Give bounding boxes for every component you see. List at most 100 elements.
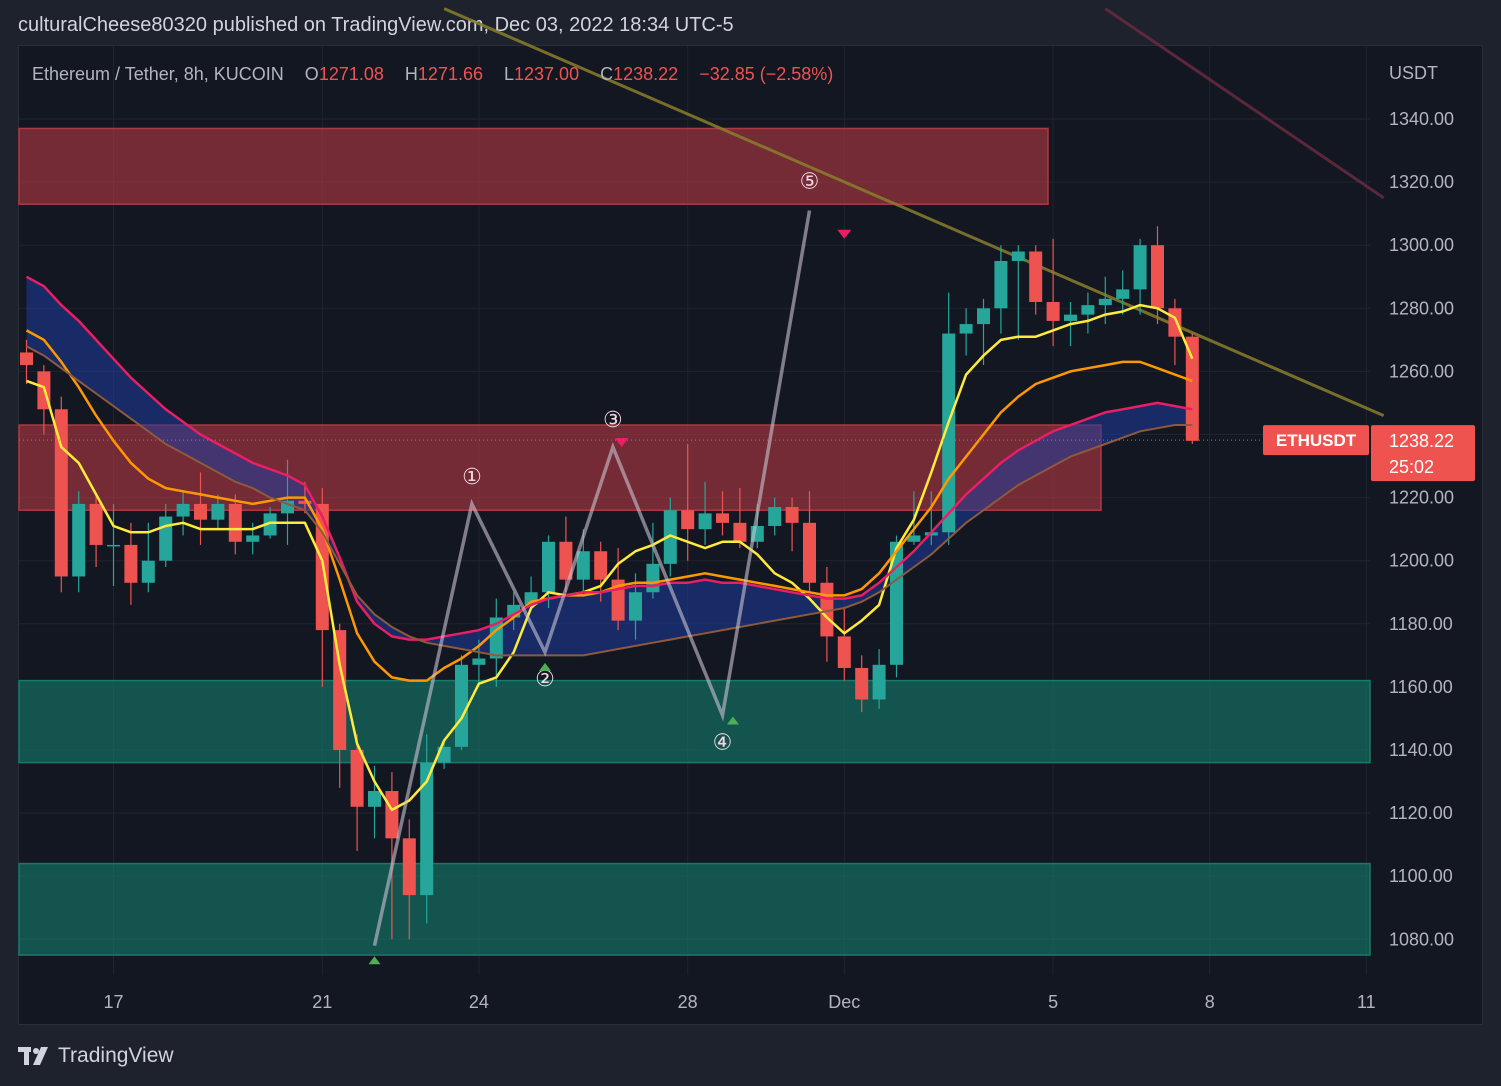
close-label: C: [600, 64, 614, 84]
buy-signal: [368, 956, 381, 965]
candle: [54, 396, 68, 593]
candle-body: [681, 510, 695, 530]
time-tick-label: Dec: [828, 992, 860, 1012]
candle-body: [281, 500, 294, 514]
candle-body: [855, 667, 869, 700]
candle-body: [141, 560, 155, 583]
candle: [1116, 270, 1130, 315]
sell-signal: [837, 229, 852, 239]
footer-bar: [0, 1025, 1501, 1086]
price-tick-label: 1280.00: [1389, 298, 1454, 318]
candle: [698, 481, 712, 545]
candle-body: [907, 535, 921, 542]
candle-body: [89, 503, 103, 545]
candle: [1081, 292, 1095, 334]
price-tick-label: 1160.00: [1389, 677, 1453, 697]
wave-label: ④: [713, 730, 733, 755]
resistance-zone: [18, 127, 1049, 205]
candle-body: [72, 503, 86, 577]
candle-body: [159, 516, 173, 561]
candle-body: [211, 503, 225, 520]
buy-signal: [539, 662, 552, 671]
candle-body: [1185, 336, 1199, 441]
candle: [141, 522, 155, 593]
candle-body: [977, 308, 990, 325]
candle: [959, 308, 973, 356]
candle-body: [420, 762, 434, 896]
candles-layer: [20, 226, 1199, 940]
candle: [455, 655, 468, 750]
price-tick-label: 1140.00: [1389, 740, 1453, 760]
candle: [1168, 298, 1182, 366]
open-label: O: [304, 64, 319, 84]
price-tick-label: 1120.00: [1389, 803, 1453, 823]
candle: [489, 598, 503, 687]
price-tag-countdown: 25:02: [1389, 457, 1434, 477]
upper-trendline: [1104, 7, 1385, 200]
time-tick-label: 5: [1048, 992, 1058, 1012]
zones-layer: [18, 127, 1371, 956]
price-tick-label: 1180.00: [1389, 614, 1453, 634]
candle: [194, 472, 207, 545]
trendlines-layer: [443, 7, 1385, 417]
candle-body: [107, 544, 120, 547]
candle-body: [698, 513, 712, 530]
wave-label: ②: [535, 667, 555, 692]
ohlc-legend: Ethereum / Tether, 8h, KUCOIN O1271.08 H…: [32, 64, 833, 85]
time-axis: 17 21 24 28 Dec 5 8 11: [103, 992, 1375, 1012]
candle-body: [785, 507, 799, 523]
candle: [1133, 238, 1147, 315]
candle: [124, 522, 138, 605]
tradingview-logo[interactable]: TradingView: [18, 1044, 174, 1068]
close-value: 1238.22: [613, 64, 679, 84]
candle: [402, 819, 416, 940]
last-price-marker: ETHUSDT 1238.22 25:02: [19, 425, 1475, 482]
candle-body: [959, 324, 973, 334]
time-tick-label: 21: [312, 992, 332, 1012]
candle: [872, 649, 886, 709]
candle-body: [263, 513, 277, 536]
candle: [420, 734, 434, 924]
candle-body: [733, 522, 747, 542]
candle: [559, 516, 573, 593]
candle: [890, 535, 903, 678]
candle-body: [350, 750, 364, 807]
descending-trendline: [443, 7, 1385, 417]
candle-body: [872, 664, 886, 700]
candle-body: [1081, 305, 1095, 315]
price-tick-label: 1340.00: [1389, 109, 1454, 129]
support-zone: [18, 862, 1371, 956]
time-tick-label: 28: [678, 992, 698, 1012]
candle-body: [402, 838, 416, 896]
price-tick-label: 1100.00: [1389, 866, 1453, 886]
time-tick-label: 11: [1357, 992, 1376, 1012]
buy-signal: [726, 716, 739, 725]
elliott-wave-layer: ① ② ③ ④ ⑤: [372, 169, 819, 946]
change-value: −32.85 (−2.58%): [699, 64, 834, 84]
candle-body: [1046, 301, 1060, 321]
candle: [333, 623, 347, 788]
yellow-ma: [26, 303, 1194, 812]
candle-body: [20, 352, 33, 366]
brand-name: TradingView: [58, 1044, 174, 1067]
time-tick-label: 24: [469, 992, 489, 1012]
high-value: 1271.66: [417, 64, 483, 84]
candle-body: [194, 503, 207, 520]
candle: [855, 655, 869, 713]
low-value: 1237.00: [514, 64, 580, 84]
price-tick-label: 1300.00: [1389, 235, 1454, 255]
candle-body: [176, 503, 190, 517]
candle: [350, 734, 364, 851]
candle-body: [768, 507, 782, 526]
chart-panel[interactable]: [18, 45, 1483, 1025]
candle: [89, 494, 103, 568]
candle-body: [629, 592, 642, 621]
candle: [1046, 238, 1060, 347]
low-label: L: [504, 64, 515, 84]
candle: [211, 494, 225, 530]
candle: [629, 573, 642, 640]
support-zone: [18, 679, 1371, 764]
candle-body: [890, 541, 903, 665]
candle: [281, 459, 294, 545]
